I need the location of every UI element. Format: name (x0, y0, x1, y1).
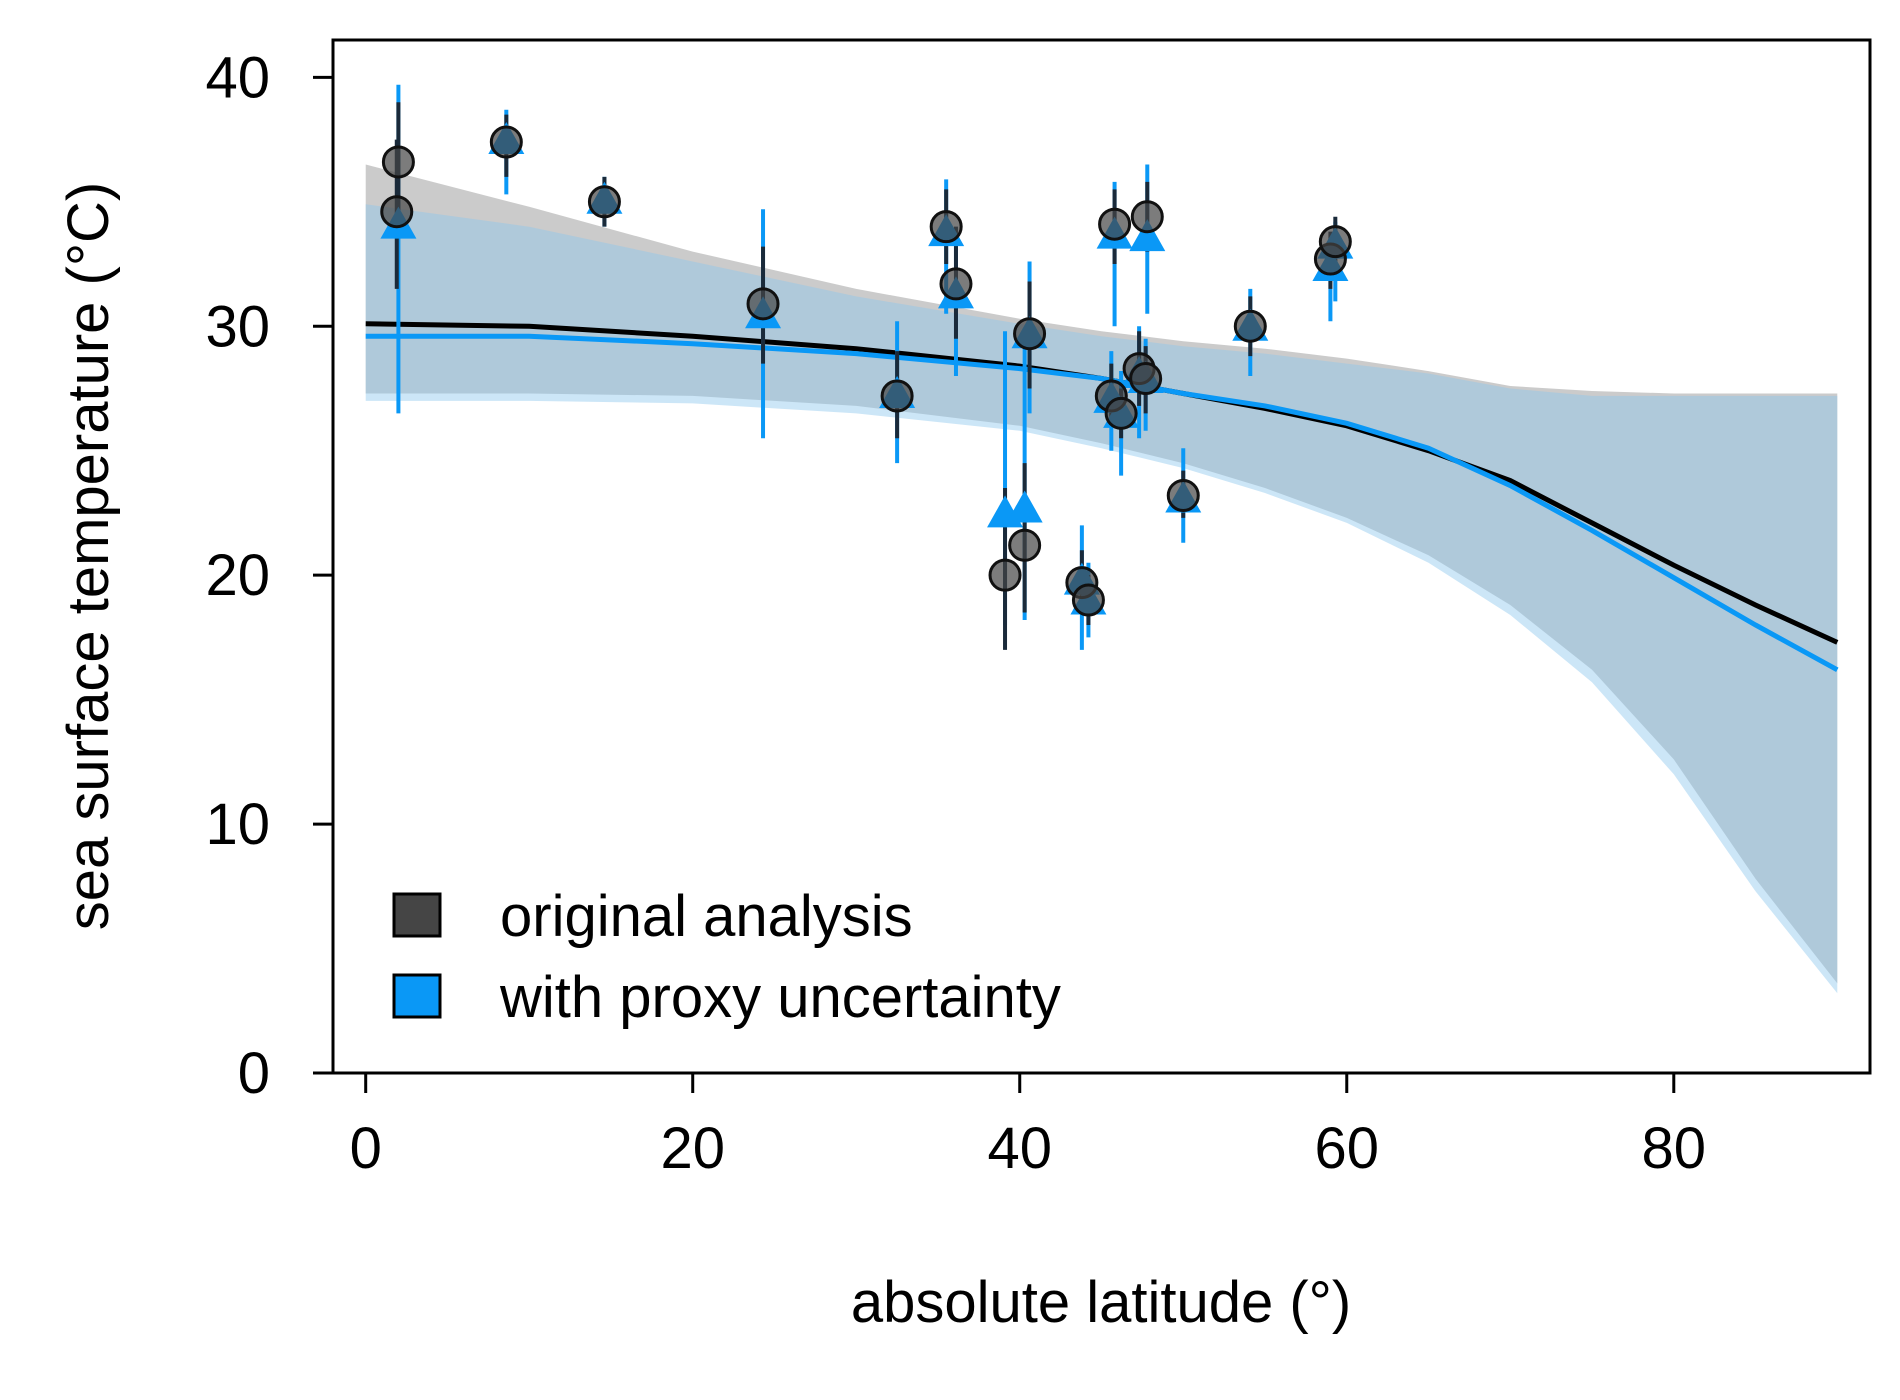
x-tick-label: 0 (350, 1116, 382, 1181)
marker-original (381, 145, 415, 179)
x-axis: 0 20 40 60 80 (350, 1073, 1706, 1181)
y-axis: 0 10 20 30 40 (205, 45, 333, 1106)
legend-label-proxy: with proxy uncertainty (499, 965, 1061, 1030)
marker-original (1130, 200, 1164, 234)
marker-proxy (1129, 219, 1166, 252)
legend-swatch-proxy (392, 973, 442, 1019)
marker-original (1098, 207, 1132, 241)
marker-original (880, 379, 914, 413)
marker-original (489, 125, 523, 159)
plot-frame (331, 38, 1872, 1075)
x-tick-label: 40 (987, 1116, 1052, 1181)
marker-original (988, 558, 1022, 592)
y-tick-label: 10 (205, 792, 270, 857)
y-tick-label: 20 (205, 543, 270, 608)
y-tick-label: 40 (205, 45, 270, 110)
legend-swatch-original (392, 892, 442, 938)
legend-label-original: original analysis (500, 884, 913, 949)
marker-original (929, 210, 963, 244)
y-tick-label: 0 (238, 1041, 270, 1106)
marker-original (1233, 309, 1267, 343)
marker-original (380, 195, 414, 229)
y-axis-title: sea surface temperature (°C) (56, 182, 121, 930)
legend: original analysis with proxy uncertainty (392, 884, 1061, 1030)
marker-original (1008, 528, 1042, 562)
marker-original (746, 287, 780, 321)
marker-original (1071, 583, 1105, 617)
x-axis-title: absolute latitude (°) (851, 1270, 1351, 1335)
curve-proxy (365, 333, 1839, 672)
marker-original (1318, 225, 1352, 259)
marker-original (1013, 317, 1047, 351)
marker-proxy (1006, 490, 1043, 523)
x-tick-label: 60 (1315, 1116, 1380, 1181)
x-tick-label: 80 (1642, 1116, 1707, 1181)
x-tick-label: 20 (660, 1116, 725, 1181)
y-tick-label: 30 (205, 294, 270, 359)
band-original (365, 164, 1838, 984)
fit-curves (365, 321, 1839, 672)
data-markers (380, 122, 1354, 617)
marker-original (939, 267, 973, 301)
marker-original (1129, 362, 1163, 396)
band-proxy (365, 204, 1838, 994)
marker-original (587, 185, 621, 219)
marker-original (1104, 396, 1138, 430)
confidence-bands (365, 164, 1838, 994)
marker-original (1166, 479, 1200, 513)
